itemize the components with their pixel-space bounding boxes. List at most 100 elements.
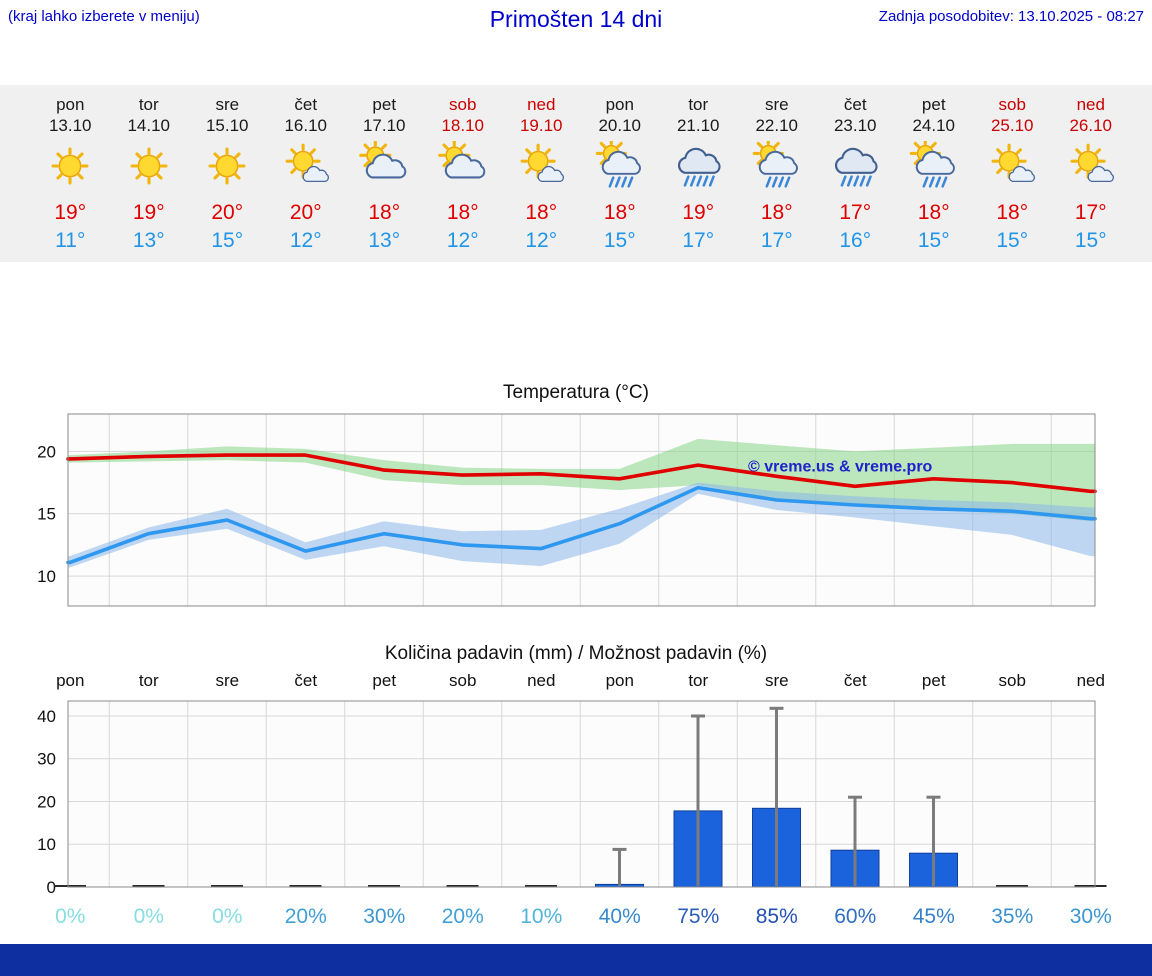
low-temp-label: 17° — [760, 229, 793, 252]
low-temp-label: 15° — [996, 229, 1029, 252]
forecast-day: tor 21.10 19° 17° — [659, 94, 738, 255]
svg-text:30: 30 — [37, 750, 56, 769]
percent-label: 10% — [520, 905, 563, 928]
forecast-day: čet 16.10 20° 12° — [267, 94, 346, 255]
low-temp-label: 11° — [55, 229, 86, 252]
day-name-label: sre — [215, 95, 240, 114]
precipitation-section: Količina padavin (mm) / Možnost padavin … — [0, 639, 1152, 936]
svg-text:10: 10 — [37, 835, 56, 854]
forecast-strip: pon 13.10 19° 11° tor 14.10 19° 13° sre 15.10 20° 1… — [0, 85, 1152, 262]
day-label: sob — [449, 671, 477, 690]
day-name-label: ned — [527, 95, 556, 114]
forecast-strip-columns: pon 13.10 19° 11° tor 14.10 19° 13° sre 15.10 20° 1… — [31, 85, 1152, 255]
low-temp-label: 17° — [682, 229, 715, 252]
low-temp-label: 13° — [132, 229, 165, 252]
high-temp-label: 20° — [289, 201, 322, 224]
forecast-day: ned 26.10 17° 15° — [1052, 94, 1131, 255]
day-name-label: pon — [56, 95, 85, 114]
percent-label: 20% — [284, 905, 327, 928]
percent-label: 60% — [834, 905, 877, 928]
day-name-label: sob — [449, 95, 477, 114]
sun-cloud-icon — [267, 139, 346, 193]
date-label: 17.10 — [362, 116, 406, 135]
day-name-label: sob — [998, 95, 1026, 114]
day-label: sob — [998, 671, 1026, 690]
forecast-day: ned 19.10 18° 12° — [502, 94, 581, 255]
forecast-day: pon 13.10 19° 11° — [31, 94, 110, 255]
percent-label: 0% — [55, 905, 86, 928]
sun-cloud-icon — [1052, 139, 1131, 193]
high-temp-label: 20° — [211, 201, 244, 224]
day-name-label: tor — [138, 95, 159, 114]
low-temp-label: 15° — [1074, 229, 1107, 252]
day-name-label: tor — [688, 95, 709, 114]
day-name-label: čet — [294, 95, 318, 114]
forecast-day: čet 23.10 17° 16° — [816, 94, 895, 255]
sunny-icon — [31, 139, 110, 193]
high-temp-label: 19° — [132, 201, 165, 224]
percent-label: 85% — [755, 905, 798, 928]
day-label: ned — [1076, 671, 1105, 690]
svg-text:20: 20 — [37, 442, 56, 461]
svg-text:0: 0 — [47, 878, 56, 897]
day-label: tor — [688, 671, 709, 690]
sun-cloud-icon — [502, 139, 581, 193]
precipitation-chart-title: Količina padavin (mm) / Možnost padavin … — [384, 643, 768, 664]
page-header: (kraj lahko izberete v meniju) Primošten… — [0, 0, 1152, 85]
low-temp-label: 12° — [525, 229, 558, 252]
temperature-chart: 10 15 20 © vreme.us & vreme.pro — [37, 413, 1097, 607]
date-label: 18.10 — [441, 116, 485, 135]
date-label: 15.10 — [205, 116, 249, 135]
day-label: pon — [56, 671, 85, 690]
date-label: 26.10 — [1069, 116, 1113, 135]
day-label: pet — [372, 671, 397, 690]
temperature-section: Temperatura (°C) 10 15 20 © vreme.us & vrem… — [0, 378, 1152, 613]
low-temp-label: 12° — [289, 229, 322, 252]
high-temp-label: 17° — [839, 201, 872, 224]
percent-label: 30% — [363, 905, 406, 928]
cloud-rain-icon — [816, 139, 895, 193]
percent-label: 40% — [598, 905, 641, 928]
watermark-link[interactable]: © vreme.us & vreme.pro — [748, 458, 933, 475]
day-name-label: pon — [605, 95, 634, 114]
percent-label: 30% — [1069, 905, 1112, 928]
precip-percent-labels: 0% 0% 0% 20% 30% 20% 10% 40% 75% 85% 60% 45% 35% 30% — [31, 902, 1152, 936]
high-temp-label: 18° — [996, 201, 1029, 224]
percent-label: 0% — [212, 905, 243, 928]
low-temp-label: 16° — [839, 229, 872, 252]
high-temp-label: 17° — [1074, 201, 1107, 224]
high-temp-label: 19° — [682, 201, 715, 224]
day-name-label: ned — [1076, 95, 1105, 114]
sun-cloud-rain-icon — [895, 139, 974, 193]
date-label: 22.10 — [755, 116, 799, 135]
sun-cloud-rain-icon — [581, 139, 660, 193]
date-label: 24.10 — [912, 116, 956, 135]
date-label: 16.10 — [284, 116, 328, 135]
high-temp-label: 18° — [525, 201, 558, 224]
forecast-day: pon 20.10 18° 15° — [581, 94, 660, 255]
forecast-day: pet 17.10 18° 13° — [345, 94, 424, 255]
forecast-day: tor 14.10 19° 13° — [110, 94, 189, 255]
high-temp-label: 19° — [54, 201, 87, 224]
date-label: 20.10 — [598, 116, 642, 135]
forecast-day: pet 24.10 18° 15° — [895, 94, 974, 255]
high-temp-label: 18° — [368, 201, 401, 224]
percent-label: 45% — [912, 905, 955, 928]
date-label: 25.10 — [990, 116, 1034, 135]
cloud-sun-icon — [345, 139, 424, 193]
forecast-day: sre 15.10 20° 15° — [188, 94, 267, 255]
day-name-label: čet — [843, 95, 867, 114]
low-temp-label: 12° — [446, 229, 479, 252]
high-temp-label: 18° — [446, 201, 479, 224]
date-label: 23.10 — [833, 116, 877, 135]
percent-label: 75% — [677, 905, 720, 928]
svg-text:15: 15 — [37, 505, 56, 524]
percent-label: 0% — [133, 905, 164, 928]
day-name-label: pet — [372, 95, 397, 114]
precip-day-labels: pon tor sre čet pet sob ned pon tor sre čet pet sob n… — [31, 669, 1152, 695]
sunny-icon — [110, 139, 189, 193]
date-label: 21.10 — [676, 116, 720, 135]
svg-text:40: 40 — [37, 707, 56, 726]
precipitation-chart: 0 10 20 30 40 — [37, 700, 1107, 897]
svg-text:10: 10 — [37, 567, 56, 586]
